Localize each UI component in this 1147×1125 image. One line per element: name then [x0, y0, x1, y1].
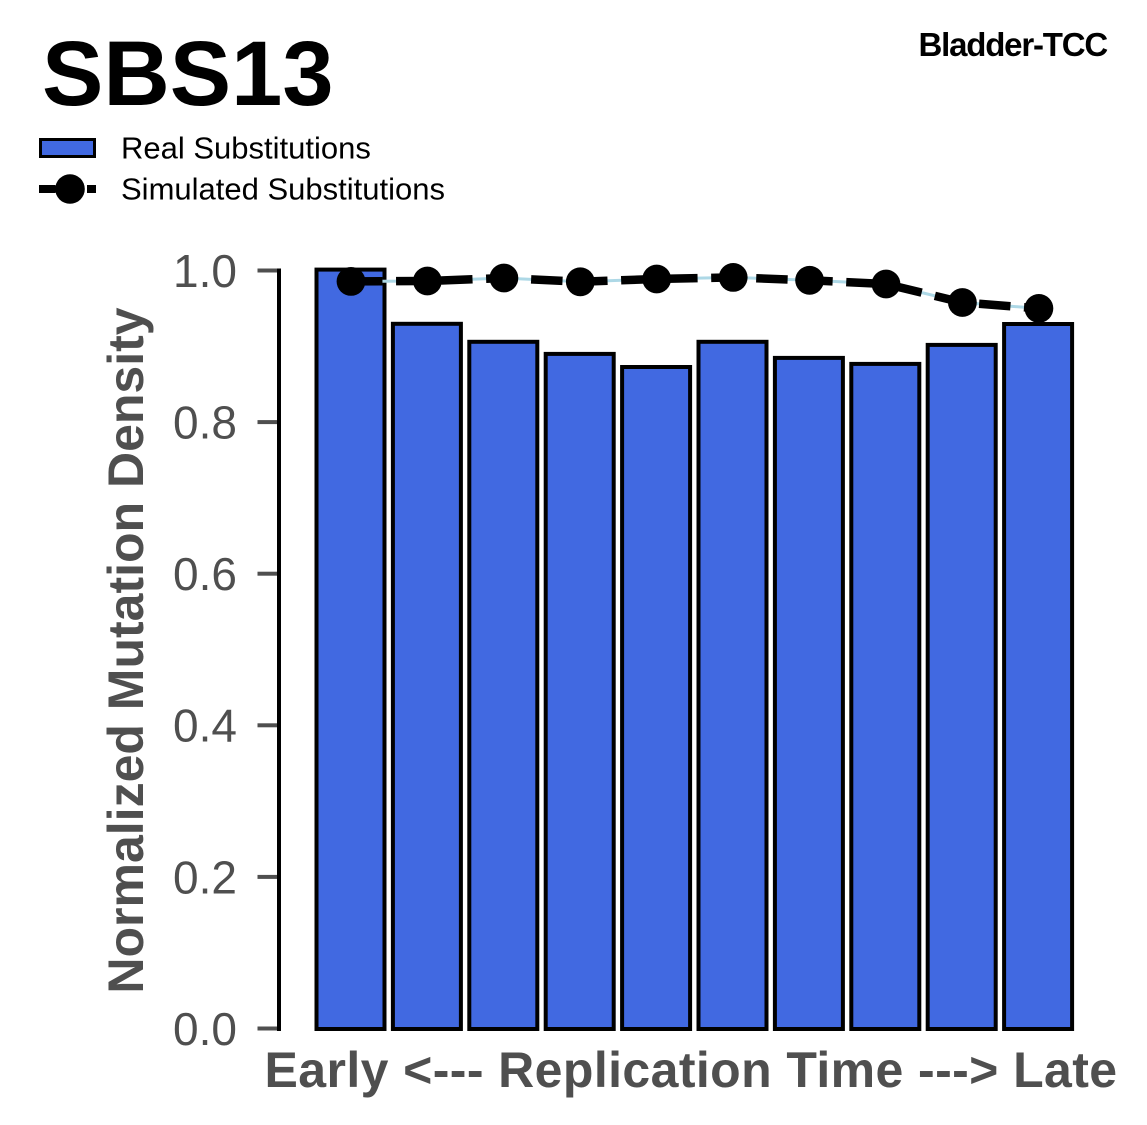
svg-text:0.2: 0.2: [173, 851, 237, 903]
svg-text:1.0: 1.0: [173, 245, 237, 297]
svg-text:Bladder-TCC: Bladder-TCC: [919, 26, 1108, 63]
svg-text:SBS13: SBS13: [42, 23, 334, 125]
svg-text:0.0: 0.0: [173, 1003, 237, 1055]
svg-text:Real Substitutions: Real Substitutions: [121, 131, 371, 166]
svg-text:Early <--- Replication Time --: Early <--- Replication Time ---> Late: [265, 1042, 1118, 1098]
svg-text:0.8: 0.8: [173, 397, 237, 449]
svg-text:Normalized Mutation Density: Normalized Mutation Density: [98, 307, 154, 993]
svg-text:0.6: 0.6: [173, 548, 237, 600]
svg-text:Simulated Substitutions: Simulated Substitutions: [121, 172, 445, 207]
svg-text:0.4: 0.4: [173, 700, 237, 752]
